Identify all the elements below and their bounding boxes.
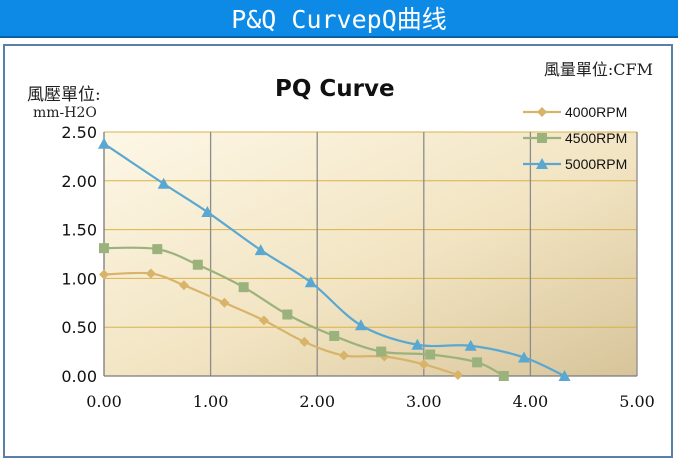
legend-label-5000rpm: 5000RPM (565, 156, 627, 172)
legend-marker-4000rpm (537, 107, 547, 117)
data-point-4500rpm (192, 259, 203, 270)
plot-area (104, 132, 637, 376)
series-line-4000rpm (103, 271, 459, 377)
data-point-4500rpm (498, 371, 509, 381)
x-tick-label: 5.00 (619, 392, 655, 411)
data-point-4500rpm (282, 309, 293, 320)
y-tick-label: 0.50 (61, 318, 97, 337)
data-point-4500rpm (376, 346, 387, 357)
y-axis-unit: mm-H2O (33, 105, 97, 121)
legend-marker-5000rpm (536, 158, 548, 169)
y-tick-label: 2.50 (61, 123, 97, 142)
chart-title: PQ Curve (275, 76, 395, 102)
legend-label-4500rpm: 4500RPM (565, 130, 627, 146)
data-point-4000rpm (452, 370, 463, 381)
series-4000rpm (99, 268, 463, 381)
data-point-4000rpm (219, 297, 230, 308)
series-5000rpm (98, 137, 571, 381)
data-point-5000rpm (558, 370, 571, 381)
legend-item-4500rpm: 4500RPM (523, 130, 627, 146)
data-point-5000rpm (157, 177, 170, 189)
y-tick-label: 1.50 (61, 221, 97, 240)
header-title: P&Q CurvepQ曲线 (231, 5, 447, 34)
data-point-4000rpm (145, 268, 156, 279)
y-axis-label: 風壓單位: (27, 85, 101, 105)
x-tick-label: 1.00 (193, 392, 229, 411)
y-tick-label: 0.00 (61, 367, 97, 386)
data-point-4000rpm (99, 269, 109, 280)
chart-frame: 0.00 0.50 1.00 1.50 2.00 2.50 0.00 1.00 2.00 3.00… (3, 44, 673, 458)
data-point-4500rpm (99, 243, 109, 254)
data-point-5000rpm (98, 137, 110, 149)
series-group (98, 137, 571, 381)
data-point-4000rpm (178, 280, 189, 291)
legend-label-4000rpm: 4000RPM (565, 104, 627, 120)
grid-lines (104, 131, 638, 376)
data-point-5000rpm (411, 338, 424, 350)
x-tick-label: 0.00 (86, 392, 122, 411)
x-tick-label: 2.00 (299, 392, 335, 411)
data-point-4000rpm (338, 350, 349, 361)
data-point-5000rpm (464, 339, 477, 351)
tick-labels: 0.00 0.50 1.00 1.50 2.00 2.50 0.00 1.00 2.00 3.00… (61, 123, 654, 411)
page-header: P&Q CurvepQ曲线 (0, 0, 678, 38)
data-point-4000rpm (258, 315, 269, 326)
data-point-5000rpm (518, 351, 531, 363)
legend-marker-4500rpm (537, 133, 547, 143)
airflow-unit-label: 風量單位:CFM (543, 60, 653, 79)
x-tick-label: 4.00 (513, 392, 549, 411)
data-point-4500rpm (472, 357, 483, 368)
data-point-4500rpm (329, 330, 340, 341)
data-point-5000rpm (254, 244, 267, 256)
x-tick-label: 3.00 (406, 392, 442, 411)
legend-item-4000rpm: 4000RPM (523, 104, 627, 120)
series-4500rpm (99, 243, 509, 381)
series-line-5000rpm (103, 142, 565, 378)
data-point-4000rpm (299, 336, 310, 347)
data-point-4500rpm (238, 282, 249, 293)
data-point-5000rpm (304, 276, 317, 288)
axes (103, 132, 637, 377)
pq-chart: 0.00 0.50 1.00 1.50 2.00 2.50 0.00 1.00 2.00 3.00… (61, 104, 654, 411)
y-tick-label: 1.00 (61, 269, 97, 288)
legend-item-5000rpm: 5000RPM (523, 156, 627, 172)
y-tick-label: 2.00 (61, 172, 97, 191)
data-point-4500rpm (152, 244, 163, 255)
data-point-4500rpm (425, 349, 436, 360)
data-point-5000rpm (201, 206, 214, 218)
legend: 4000RPM 4500RPM 5000RPM (523, 104, 627, 172)
series-line-4500rpm (103, 246, 505, 377)
data-point-5000rpm (354, 319, 367, 331)
data-point-4000rpm (418, 359, 429, 370)
